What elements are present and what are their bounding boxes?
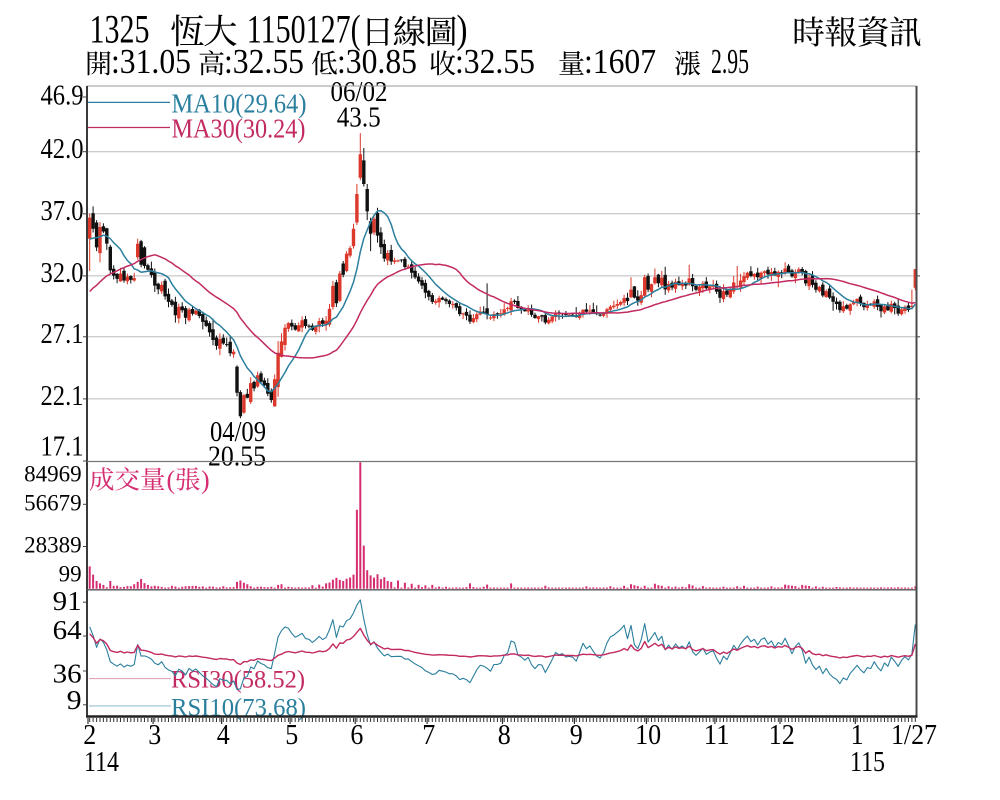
svg-text:11: 11: [704, 719, 730, 751]
svg-text:84969: 84969: [24, 462, 82, 487]
svg-text:2: 2: [83, 719, 96, 751]
svg-text:91: 91: [53, 586, 82, 616]
svg-text:5: 5: [285, 719, 298, 751]
svg-text:1: 1: [851, 719, 864, 751]
svg-text:46.9: 46.9: [41, 79, 84, 111]
svg-text:115: 115: [850, 746, 885, 778]
svg-text:22.1: 22.1: [41, 380, 84, 412]
svg-text::30.85: :30.85: [337, 42, 417, 81]
svg-text:42.0: 42.0: [41, 133, 84, 165]
svg-text:2.95: 2.95: [711, 42, 749, 81]
svg-text:36: 36: [53, 659, 82, 689]
svg-text:10: 10: [635, 719, 661, 751]
svg-text:RSI30(58.52): RSI30(58.52): [171, 664, 305, 693]
svg-text:64: 64: [53, 615, 83, 645]
svg-text::31.05: :31.05: [111, 42, 191, 81]
svg-text:99: 99: [59, 561, 82, 586]
svg-text::1607: :1607: [584, 42, 656, 81]
svg-text::32.55: :32.55: [224, 42, 304, 81]
svg-text:28389: 28389: [24, 532, 82, 557]
svg-text:17.1: 17.1: [41, 430, 84, 462]
svg-text:56679: 56679: [24, 491, 82, 516]
svg-text:37.0: 37.0: [41, 195, 84, 227]
svg-text:8: 8: [498, 719, 511, 751]
svg-text:114: 114: [84, 746, 119, 778]
svg-text:MA10(29.64): MA10(29.64): [172, 87, 307, 118]
svg-text:): ): [201, 466, 210, 495]
svg-text:1325: 1325: [90, 6, 150, 51]
svg-text:43.5: 43.5: [337, 103, 381, 134]
svg-text:3: 3: [148, 719, 161, 751]
svg-text:32.0: 32.0: [41, 257, 84, 289]
svg-text:1/27: 1/27: [891, 719, 937, 751]
svg-text:7: 7: [422, 719, 435, 751]
svg-text:(: (: [167, 466, 176, 495]
svg-text:20.55: 20.55: [208, 441, 266, 472]
svg-text:): ): [457, 6, 468, 51]
svg-text:04/09: 04/09: [210, 417, 266, 448]
svg-text:27.1: 27.1: [41, 318, 84, 350]
svg-text::32.55: :32.55: [455, 42, 535, 81]
svg-text:6: 6: [350, 719, 363, 751]
svg-text:9: 9: [67, 685, 82, 715]
svg-text:06/02: 06/02: [331, 77, 388, 108]
svg-text:9: 9: [570, 719, 583, 751]
svg-text:1150127(: 1150127(: [247, 6, 361, 51]
svg-text:4: 4: [217, 719, 230, 751]
svg-text:12: 12: [769, 719, 795, 751]
svg-text:MA30(30.24): MA30(30.24): [172, 113, 306, 144]
